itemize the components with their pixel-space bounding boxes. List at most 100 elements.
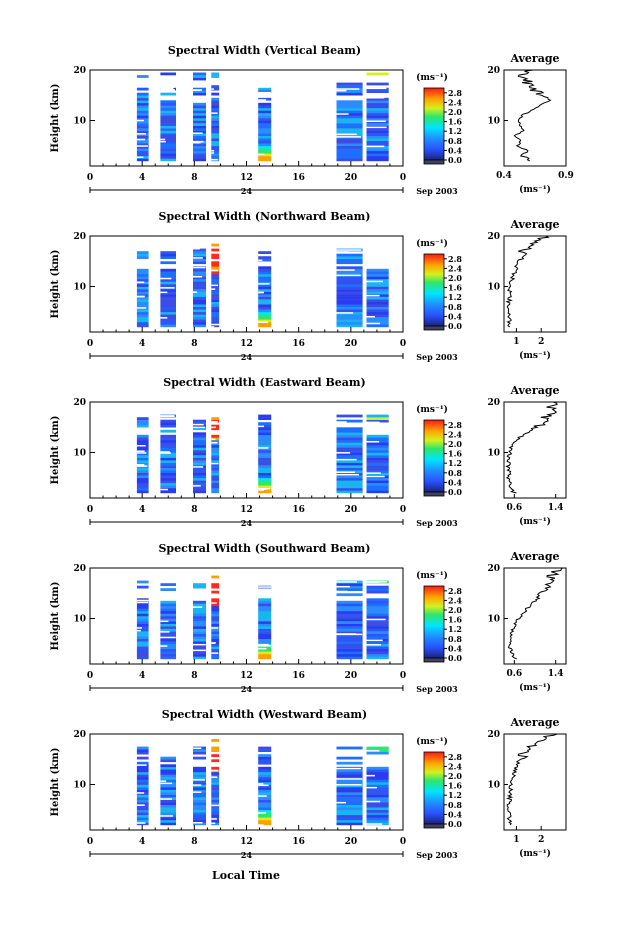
average-x-tick-label: 1	[513, 337, 519, 347]
heatmap-cell	[160, 766, 176, 770]
heatmap-cell	[258, 434, 272, 438]
y-axis-label: Height (km)	[50, 416, 61, 485]
heatmap-cell	[136, 457, 149, 461]
heatmap-cell	[366, 751, 389, 755]
heatmap-cell	[258, 296, 272, 300]
average-x-label: (ms⁻¹)	[519, 682, 551, 693]
heatmap-gap	[258, 783, 264, 785]
heatmap-cell	[336, 636, 363, 639]
heatmap-cell	[160, 605, 176, 609]
heatmap-cell	[136, 603, 149, 607]
heatmap-cell	[258, 462, 272, 466]
heatmap-cell	[160, 769, 176, 773]
x-tick-label: 0	[400, 671, 406, 681]
heatmap-cell	[136, 605, 149, 609]
heatmap-cell	[211, 75, 220, 78]
heatmap-gap	[193, 606, 203, 608]
heatmap-cell	[211, 153, 220, 157]
heatmap-cell	[336, 286, 363, 290]
heatmap-cell	[160, 153, 176, 157]
heatmap-cell	[136, 92, 149, 96]
average-x-label: (ms⁻¹)	[519, 516, 551, 527]
x-tick-label: 12	[240, 505, 253, 515]
heatmap-cell	[336, 593, 363, 597]
heatmap-cell	[193, 585, 206, 589]
heatmap-cell	[336, 626, 363, 629]
heatmap-cell	[211, 424, 220, 428]
heatmap-cell	[258, 138, 272, 141]
heatmap-cell	[258, 771, 272, 775]
heatmap-cell	[193, 268, 206, 272]
heatmap-cell	[160, 434, 176, 438]
heatmap-gap	[366, 639, 383, 642]
heatmap-gap	[193, 822, 203, 824]
heatmap-cell	[160, 299, 176, 302]
heatmap-cell	[136, 145, 149, 149]
x-tick-label: 16	[292, 837, 305, 847]
heatmap-cell	[211, 792, 220, 795]
heatmap-gap	[258, 586, 272, 588]
heatmap-cell	[160, 613, 176, 617]
average-y-tick-label: 20	[487, 564, 500, 574]
heatmap-cell	[136, 301, 149, 305]
heatmap-gap	[366, 421, 380, 424]
heatmap-gap	[258, 425, 264, 428]
heatmap-cell	[211, 256, 220, 259]
heatmap-cell	[366, 155, 389, 159]
heatmap-cell	[366, 319, 389, 323]
heatmap-cell	[160, 439, 176, 443]
x-tick-label: 4	[139, 339, 145, 349]
heatmap-cell	[366, 600, 389, 604]
heatmap-cell	[193, 789, 206, 793]
heatmap-cell	[193, 641, 206, 645]
heatmap-cell	[211, 248, 220, 252]
x-tick-label: 16	[292, 173, 305, 183]
heatmap-cell	[336, 812, 363, 816]
heatmap-cell	[336, 623, 363, 627]
heatmap-cell	[336, 797, 363, 800]
heatmap-cell	[366, 118, 389, 121]
heatmap-cell	[193, 316, 206, 320]
heatmap-cell	[136, 324, 149, 328]
x-tick-label: 0	[87, 837, 93, 847]
heatmap-cell	[136, 482, 149, 486]
heatmap-cell	[193, 450, 206, 453]
heatmap-cell	[160, 294, 176, 297]
heatmap-cell	[211, 281, 220, 285]
heatmap-cell	[336, 774, 363, 778]
heatmap-cell	[160, 638, 176, 642]
heatmap-cell	[136, 749, 149, 752]
heatmap-cell	[366, 784, 389, 788]
heatmap-cell	[336, 631, 363, 634]
heatmap-cell	[193, 794, 206, 798]
heatmap-cell	[193, 807, 206, 811]
heatmap-cell	[336, 419, 363, 423]
heatmap-cell	[258, 485, 272, 489]
heatmap-gap	[258, 824, 264, 826]
heatmap-gap	[258, 283, 270, 285]
heatmap-gap	[258, 812, 266, 814]
heatmap-gap	[160, 780, 167, 782]
heatmap-cell	[211, 776, 220, 780]
heatmap-gap	[336, 421, 347, 423]
month-label: Sep 2003	[416, 352, 458, 362]
heatmap-cell	[366, 112, 389, 116]
heatmap-gap	[366, 750, 380, 752]
heatmap-cell	[193, 804, 206, 808]
heatmap-cell	[336, 115, 363, 119]
heatmap-gap	[136, 119, 144, 122]
heatmap-cell	[211, 138, 220, 141]
x-tick-label: 4	[139, 837, 145, 847]
heatmap-cell	[136, 452, 149, 456]
heatmap-cell	[336, 455, 363, 458]
heatmap-gap	[336, 88, 360, 90]
heatmap-cell	[258, 266, 272, 270]
heatmap-cell	[211, 125, 220, 129]
heatmap-gap	[211, 158, 218, 161]
heatmap-cell	[136, 623, 149, 627]
colorbar-tick-label: 2.4	[448, 595, 462, 605]
heatmap-cell	[211, 291, 220, 295]
heatmap-cell	[336, 450, 363, 453]
heatmap-cell	[160, 633, 176, 637]
heatmap-cell	[366, 135, 389, 139]
